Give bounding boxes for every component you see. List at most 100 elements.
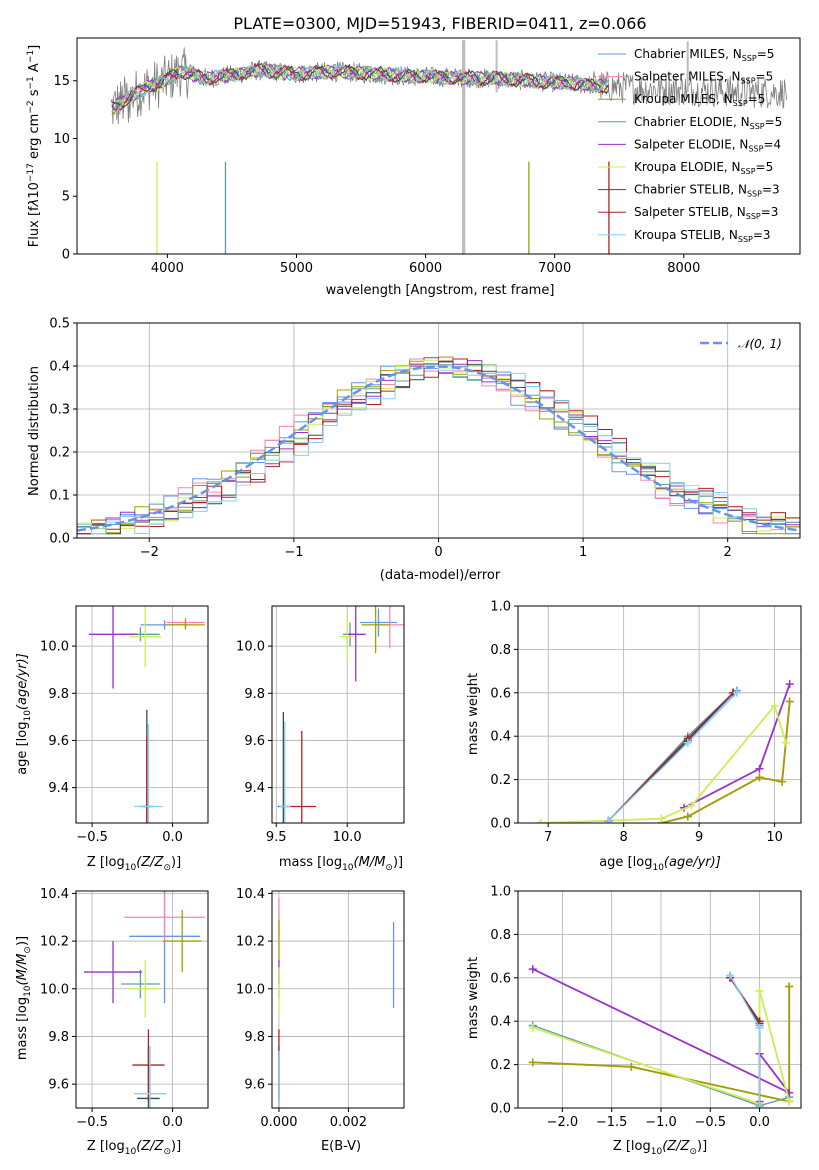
mwAge-point-8-1 <box>683 738 692 747</box>
spectrum-xtick-label-1: 5000 <box>280 261 313 276</box>
mwAge-point-8-2 <box>732 688 741 697</box>
massE-ytick-label-1: 9.8 <box>244 1030 265 1045</box>
residuals-ylabel: Normed distribution <box>27 366 42 496</box>
ageZ-ytick-label-2: 9.8 <box>48 687 69 702</box>
mwZ-ytick-label-3: 0.6 <box>490 971 511 986</box>
massZ-ytick-label-2: 10.0 <box>40 982 69 997</box>
mass-vs-z-ylabel: mass [log10(M/M⊙)] <box>15 936 33 1060</box>
mwAge-series-line-3 <box>540 692 734 823</box>
mwAge-series-line-1 <box>661 701 791 823</box>
spectrum-xlabel: wavelength [Angstrom, rest frame] <box>326 283 555 298</box>
age-vs-mass-panel: mass [log10(M/M⊙)] 9.5 10.0 9.4 9.6 9.8 10.0 <box>236 605 405 873</box>
ageM-xtick-label-0: 9.5 <box>266 830 287 845</box>
mwAge-ytick-label-4: 0.8 <box>490 643 511 658</box>
mass-vs-z-panel: Z [log10(Z/Z⊙)] mass [log10(M/M⊙)] −0.5 0… <box>15 887 209 1157</box>
age-vs-z-panel: Z [log10(Z/Z⊙)] age [log10(age/yr)] −0.5… <box>15 605 209 873</box>
spectrum-panel: wavelength [Angstrom, rest frame] Flux [… <box>26 37 801 298</box>
mwAge-point-5-4 <box>781 738 790 747</box>
ageM-frame <box>271 605 405 824</box>
mwZ-xtick-label-2: −1.0 <box>645 1115 677 1130</box>
mwZ-point-4-0 <box>528 965 537 974</box>
residuals-hist-8 <box>77 364 800 535</box>
mwZ-point-5-2 <box>755 986 764 995</box>
mwAge-xtick-label-3: 10 <box>766 830 783 845</box>
mwAge-point-2-3 <box>778 777 787 786</box>
mwAge-frame <box>517 605 802 824</box>
mwAge-ytick-label-0: 0.0 <box>490 817 511 832</box>
mwZ-plot-area <box>528 965 794 1108</box>
residuals-xtick-label-1: −1 <box>284 545 303 560</box>
ageM-ytick-label-3: 10.0 <box>236 640 265 655</box>
ageZ-xtick-label-1: 0.0 <box>162 830 183 845</box>
mass-vs-ebv-panel: E(B-V) 0.000 0.002 9.6 9.8 10.0 10.2 10.4 <box>236 887 405 1154</box>
mwZ-xtick-label-1: −1.5 <box>596 1115 628 1130</box>
spectrum-ytick-label-1: 5 <box>62 190 70 205</box>
residuals-xlabel: (data-model)/error <box>380 568 501 583</box>
residuals-normal-curve <box>77 365 800 532</box>
ageZ-ytick-label-1: 9.6 <box>48 734 69 749</box>
mwZ-frame <box>517 890 802 1109</box>
mwAge-series-line-8 <box>608 692 738 822</box>
mwAge-point-5-3 <box>770 701 779 710</box>
mwZ-point-2-3 <box>785 982 794 991</box>
mwZ-ytick-label-5: 1.0 <box>490 885 511 900</box>
spectrum-legend-label-0: Chabrier MILES, NSSP=5 <box>634 47 774 63</box>
massweight-vs-age-xlabel: age [log10(age/yr)] <box>599 855 721 873</box>
spectrum-legend-label-6: Chabrier STELIB, NSSP=3 <box>634 183 780 199</box>
mwZ-series-line-7 <box>729 977 761 1106</box>
mwZ-series-line-2 <box>532 986 791 1103</box>
mass-vs-z-xlabel: Z [log10(Z/Z⊙)] <box>87 1139 181 1157</box>
mwAge-point-2-1 <box>683 812 692 821</box>
spectrum-model-line-4 <box>111 63 610 108</box>
spectrum-xtick-label-3: 7000 <box>538 261 571 276</box>
mwAge-point-2-2 <box>755 773 764 782</box>
mwAge-point-2-4 <box>785 697 794 706</box>
residuals-legend-label: 𝒩(0, 1) <box>738 337 782 351</box>
mwZ-point-5-3 <box>785 1097 794 1106</box>
mwAge-ytick-label-3: 0.6 <box>490 686 511 701</box>
ageM-plot-area <box>277 606 404 823</box>
residuals-plot-area <box>77 356 800 535</box>
residuals-hist-5 <box>77 359 800 535</box>
massZ-ytick-label-3: 10.2 <box>40 935 69 950</box>
ageZ-ytick-label-3: 10.0 <box>40 640 69 655</box>
ageM-ytick-label-1: 9.6 <box>244 734 265 749</box>
mass-vs-ebv-xlabel: E(B-V) <box>321 1139 361 1154</box>
mwAge-plot-area <box>536 680 794 823</box>
mwZ-point-8-2 <box>755 1101 764 1108</box>
ageZ-xtick-label-0: −0.5 <box>76 830 108 845</box>
massweight-vs-z-xlabel: Z [log10(Z/Z⊙)] <box>613 1139 707 1157</box>
mwZ-ytick-label-0: 0.0 <box>490 1102 511 1117</box>
massZ-frame <box>75 890 209 1109</box>
ageM-ytick-label-2: 9.8 <box>244 687 265 702</box>
mwZ-point-5-0 <box>528 1023 537 1032</box>
massE-ytick-label-0: 9.6 <box>244 1078 265 1093</box>
spectrum-legend: Chabrier MILES, NSSP=5 Salpeter MILES, NS… <box>598 47 782 244</box>
massweight-vs-z-panel: Z [log10(Z/Z⊙)] mass weight −2.0 −1.5 −1.0… <box>466 885 802 1157</box>
ageM-ytick-label-0: 9.4 <box>244 781 265 796</box>
residuals-ytick-label-4: 0.4 <box>49 360 70 375</box>
mwAge-point-5-0 <box>536 819 545 823</box>
massE-frame <box>271 890 405 1109</box>
massE-ytick-label-4: 10.4 <box>236 887 265 902</box>
residuals-xtick-label-4: 2 <box>724 545 732 560</box>
mwZ-series-line-0 <box>729 975 761 1106</box>
mwAge-xtick-label-1: 8 <box>620 830 628 845</box>
spectrum-legend-label-2: Kroupa MILES, NSSP=5 <box>634 92 765 108</box>
spectrum-ytick-label-0: 0 <box>62 248 70 263</box>
residuals-ytick-label-2: 0.2 <box>49 446 70 461</box>
age-vs-z-ylabel: age [log10(age/yr)] <box>15 653 33 775</box>
spectrum-ytick-label-3: 15 <box>53 74 70 89</box>
spectrum-model-line-5 <box>111 63 610 106</box>
massE-ytick-label-3: 10.2 <box>236 935 265 950</box>
residuals-ytick-label-5: 0.5 <box>49 317 70 332</box>
spectrum-frame <box>76 37 801 255</box>
figure-title: PLATE=0300, MJD=51943, FIBERID=0411, z=0… <box>233 14 646 33</box>
age-vs-mass-xlabel: mass [log10(M/M⊙)] <box>279 855 403 873</box>
spectrum-xtick-label-4: 8000 <box>667 261 700 276</box>
mwZ-series-line-6 <box>729 977 761 1106</box>
spectrum-legend-label-5: Kroupa ELODIE, NSSP=5 <box>634 160 773 176</box>
massE-xtick-label-0: 0.000 <box>260 1115 297 1130</box>
massZ-ytick-label-0: 9.6 <box>48 1078 69 1093</box>
